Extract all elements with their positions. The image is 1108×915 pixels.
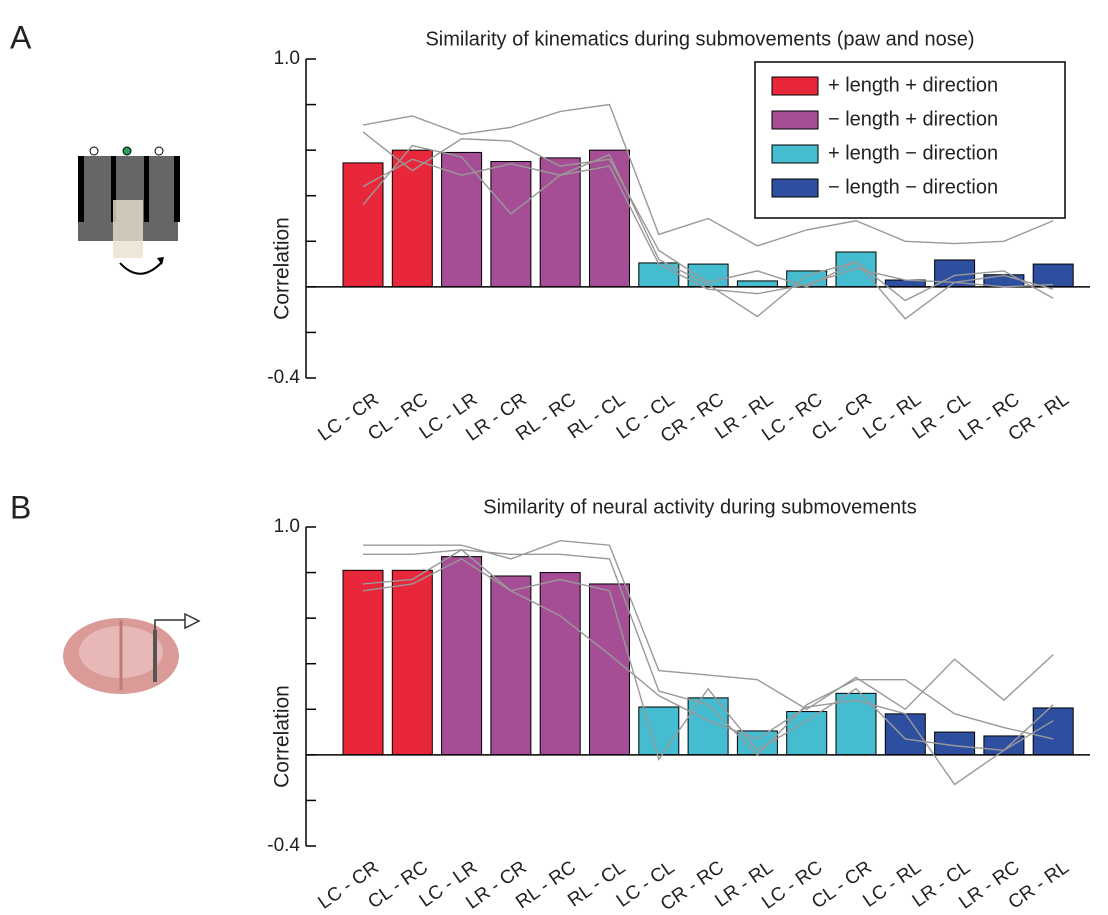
bar <box>736 280 778 288</box>
bar <box>441 556 483 756</box>
legend-label: − length − direction <box>828 176 998 198</box>
individual-line <box>363 539 1054 711</box>
bar <box>539 157 581 288</box>
bar <box>589 583 630 756</box>
individual-line <box>363 549 1054 756</box>
bar <box>342 162 384 288</box>
y-axis-label: Correlation <box>271 217 294 320</box>
y-tick-label: -0.4 <box>267 835 300 856</box>
bar <box>391 569 433 756</box>
panel-label: A <box>10 19 32 55</box>
legend-label: − length + direction <box>828 108 998 130</box>
bar <box>1032 707 1074 756</box>
bar <box>490 161 532 288</box>
chart-title: Similarity of neural activity during sub… <box>483 496 917 518</box>
legend-swatch <box>771 76 819 96</box>
individual-line <box>362 144 1054 295</box>
y-tick-label: 1.0 <box>274 516 300 537</box>
individual-line <box>362 153 1054 320</box>
individual-line <box>362 548 1054 786</box>
chart-title: Similarity of kinematics during submovem… <box>425 28 974 50</box>
bar <box>983 735 1025 756</box>
legend-label: + length + direction <box>828 74 998 96</box>
bar <box>736 730 778 756</box>
bar <box>1032 263 1074 288</box>
individual-line <box>362 558 1054 762</box>
legend-swatch <box>771 144 819 164</box>
y-tick-label: -0.4 <box>267 367 300 388</box>
bar <box>638 706 680 756</box>
legend-swatch <box>771 178 819 198</box>
panel-label: B <box>10 489 31 525</box>
legend-swatch <box>771 110 819 130</box>
individual-line <box>362 103 1054 247</box>
y-tick-label: 1.0 <box>274 48 300 69</box>
legend-label: + length − direction <box>828 142 998 164</box>
bar <box>490 575 532 756</box>
individual-line <box>362 131 1054 302</box>
bar <box>884 713 926 756</box>
bar <box>687 263 729 288</box>
bar <box>589 149 630 288</box>
brain-icon <box>63 612 201 694</box>
bar <box>342 569 384 756</box>
bar <box>539 572 581 756</box>
apparatus-icon <box>78 146 180 275</box>
y-axis-label: Correlation <box>271 685 294 788</box>
bar <box>835 251 877 288</box>
